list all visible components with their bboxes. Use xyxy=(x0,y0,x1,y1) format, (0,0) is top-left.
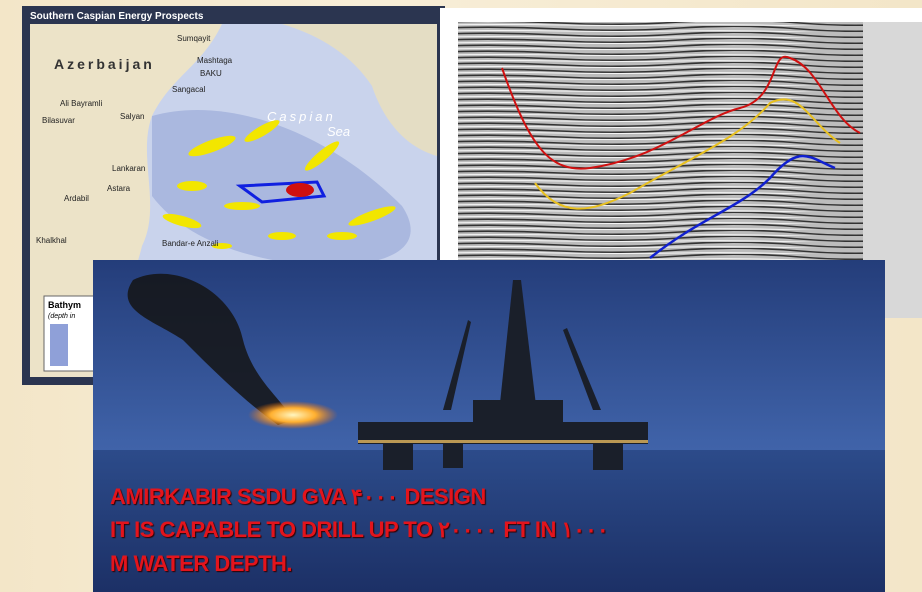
map-label: Bilasuvar xyxy=(42,116,75,125)
map-image: Southern Caspian Energy Prospects Azerba… xyxy=(22,6,445,385)
map-label: Ardabil xyxy=(64,194,89,203)
map-label: Mashtaga xyxy=(197,56,233,65)
map-label: Caspian xyxy=(267,109,336,124)
map-label: Astara xyxy=(107,184,131,193)
map-label: BAKU xyxy=(200,69,222,78)
map-title: Southern Caspian Energy Prospects xyxy=(30,11,204,22)
caption-line: AMIRKABIR SSDU GVA ۴۰۰۰ DESIGN xyxy=(110,484,486,509)
map-label: Salyan xyxy=(120,112,144,121)
map-label: Ali Bayramli xyxy=(60,99,102,108)
map-label: Khalkhal xyxy=(36,236,67,245)
map-label: Azerbaijan xyxy=(54,56,155,72)
caption-line: IT IS CAPABLE TO DRILL UP TO ۲۰۰۰۰ FT IN… xyxy=(110,517,609,542)
map-label: Sumqayit xyxy=(177,34,211,43)
legend-subtitle: (depth in xyxy=(48,313,75,320)
map-label: Bandar-e Anzali xyxy=(162,239,219,248)
map-label: Sangacal xyxy=(172,85,206,94)
rig-photo xyxy=(93,260,885,592)
map-label: Sea xyxy=(327,124,350,139)
map-label: Lankaran xyxy=(112,164,145,173)
legend-title: Bathym xyxy=(48,300,81,310)
caption-line: M WATER DEPTH. xyxy=(110,551,293,576)
